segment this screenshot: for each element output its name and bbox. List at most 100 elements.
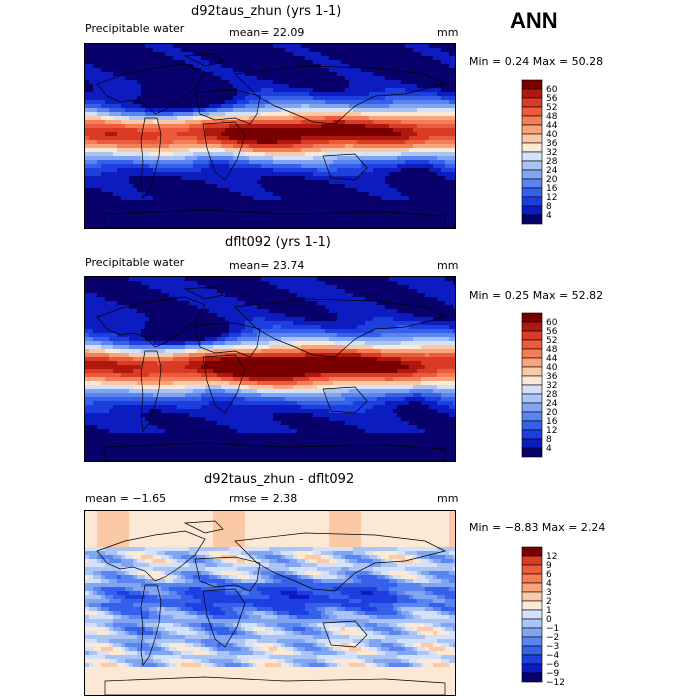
panel-2-colorbar-swatch <box>521 393 543 404</box>
panel-3-colorbar-tick-label: −1 <box>546 624 559 634</box>
panel-1-map-coastline <box>104 209 446 228</box>
panel-2-colorbar-tick-label: 36 <box>546 372 558 382</box>
panel-2-colorbar-swatch <box>521 312 543 323</box>
panel-2-colorbar-tick-label: 32 <box>546 381 557 391</box>
panel-1-colorbar-swatch <box>521 106 543 117</box>
panel-2-colorbar-swatch <box>521 438 543 449</box>
panel-2-colorbar-tick-label: 52 <box>546 336 557 346</box>
panel-2-colorbar-tick-label: 48 <box>546 345 558 355</box>
panel-3-colorbar-tick-label: 2 <box>546 597 552 607</box>
panel-1-colorbar-swatch <box>521 124 543 135</box>
panel-3-colorbar-tick-label: 9 <box>546 561 552 571</box>
panel-2-map-coastline <box>322 386 368 414</box>
panel-3-colorbar-swatch <box>521 600 543 611</box>
panel-2-colorbar-tick-label: 28 <box>546 390 558 400</box>
panel-2-units: mm <box>437 259 459 272</box>
panel-2-map-coastlines <box>96 286 447 461</box>
panel-1-units: mm <box>437 26 459 39</box>
panel-1-colorbar-tick-label: 32 <box>546 148 557 158</box>
panel-3-colorbar-tick-label: −3 <box>546 642 559 652</box>
panel-3-map-coastlines <box>96 520 447 695</box>
panel-1-colorbar-tick-label: 12 <box>546 193 557 203</box>
panel-3-colorbar-tick-label: 0 <box>546 615 552 625</box>
panel-2-map-field <box>85 277 455 461</box>
panel-2-colorbar-swatch <box>521 321 543 332</box>
panel-2-colorbar-swatch <box>521 420 543 431</box>
panel-2-map-coastline <box>194 322 261 358</box>
panel-1-colorbar-tick-label: 48 <box>546 112 558 122</box>
panel-3-colorbar-swatch <box>521 555 543 566</box>
panel-3-map-coastline <box>183 520 224 534</box>
panel-2-colorbar: 60 56 52 48 44 40 36 32 28 24 20 16 12 8 4 <box>520 311 580 465</box>
panel-2-map-coastline <box>183 286 224 300</box>
panel-1-colorbar-tick-label: 52 <box>546 103 557 113</box>
panel-1-colorbar-swatch <box>521 142 543 153</box>
panel-2-colorbar-swatch <box>521 339 543 350</box>
panel-2-map-coastline <box>140 350 162 432</box>
panel-1-map-coastline <box>194 89 261 125</box>
panel-3-colorbar-swatch <box>521 564 543 575</box>
panel-1-colorbar-swatch <box>521 169 543 180</box>
panel-2-map-coastline <box>96 296 206 348</box>
season-label: ANN <box>510 8 558 33</box>
panel-1-colorbar-swatch <box>521 214 543 225</box>
panel-2-colorbar-tick-label: 40 <box>546 363 558 373</box>
panel-1-colorbar-tick-label: 8 <box>546 202 552 212</box>
panel-3-map-coastline <box>322 620 368 648</box>
panel-3-map <box>84 510 456 696</box>
panel-1-colorbar-tick-label: 60 <box>546 85 558 95</box>
panel-3-map-coastline <box>96 530 206 582</box>
panel-1-map-coastline <box>322 153 368 181</box>
panel-1-minmax: Min = 0.24 Max = 50.28 <box>469 55 604 68</box>
panel-1-colorbar-swatch <box>521 133 543 144</box>
panel-3-colorbar-tick-label: −2 <box>546 633 559 643</box>
panel-2-map-coastline <box>202 354 246 414</box>
panel-1-colorbar-swatch <box>521 115 543 126</box>
panel-2-variable-label: Precipitable water <box>85 256 185 269</box>
panel-2-colorbar-swatch <box>521 375 543 386</box>
panel-1-colorbar-tick-label: 28 <box>546 157 558 167</box>
panel-1-title: d92taus_zhun (yrs 1-1) <box>191 4 342 19</box>
panel-1-colorbar-swatch <box>521 205 543 216</box>
panel-1-colorbar-swatch <box>521 88 543 99</box>
panel-3-colorbar-tick-label: 12 <box>546 552 557 562</box>
panel-3-colorbar-tick-label: −4 <box>546 651 560 661</box>
panel-1-colorbar: 60 56 52 48 44 40 36 32 28 24 20 16 12 8 4 <box>520 78 580 232</box>
panel-1-colorbar-tick-label: 56 <box>546 94 558 104</box>
panel-3-colorbar-swatch <box>521 663 543 674</box>
panel-3-minmax: Min = −8.83 Max = 2.24 <box>469 521 606 534</box>
panel-1-colorbar-tick-label: 40 <box>546 130 558 140</box>
panel-2-colorbar-tick-label: 24 <box>546 399 558 409</box>
panel-1-colorbar-tick-label: 20 <box>546 175 558 185</box>
panel-3-colorbar-swatch <box>521 627 543 638</box>
panel-3-colorbar-swatch <box>521 636 543 647</box>
panel-3-colorbar-swatch <box>521 546 543 557</box>
panel-3-map-coastline <box>104 676 446 695</box>
panel-1-colorbar-swatch <box>521 97 543 108</box>
panel-2-colorbar-tick-label: 60 <box>546 318 558 328</box>
panel-3-colorbar: 12 9 6 4 3 2 1 0 −1 −2 −3 −4 −6 −9 −12 <box>520 545 580 699</box>
panel-1-map-coastline <box>96 63 206 115</box>
panel-2-colorbar-tick-label: 12 <box>546 426 557 436</box>
panel-2-colorbar-swatch <box>521 447 543 458</box>
panel-3-colorbar-tick-label: 4 <box>546 579 552 589</box>
panel-2-colorbar-tick-label: 20 <box>546 408 558 418</box>
panel-3-colorbar-swatch <box>521 591 543 602</box>
panel-2-mean: mean= 23.74 <box>229 259 305 272</box>
panel-2-colorbar-tick-label: 4 <box>546 444 552 454</box>
panel-2-colorbar-tick-label: 56 <box>546 327 558 337</box>
panel-2-map <box>84 276 456 462</box>
panel-1-map-coastline <box>234 65 447 125</box>
panel-1-colorbar-tick-label: 4 <box>546 211 552 221</box>
panel-2-colorbar-swatch <box>521 366 543 377</box>
panel-2-minmax: Min = 0.25 Max = 52.82 <box>469 289 604 302</box>
panel-3-colorbar-swatch <box>521 582 543 593</box>
panel-1-map-field <box>85 44 455 228</box>
panel-1-colorbar-tick-label: 16 <box>546 184 558 194</box>
panel-3-colorbar-tick-label: 6 <box>546 570 552 580</box>
panel-3-colorbar-swatch <box>521 645 543 656</box>
panel-3-colorbar-tick-label: −9 <box>546 669 560 679</box>
panel-1-colorbar-tick-label: 24 <box>546 166 558 176</box>
panel-1-colorbar-tick-label: 36 <box>546 139 558 149</box>
panel-3-mean: mean = −1.65 <box>85 492 167 505</box>
